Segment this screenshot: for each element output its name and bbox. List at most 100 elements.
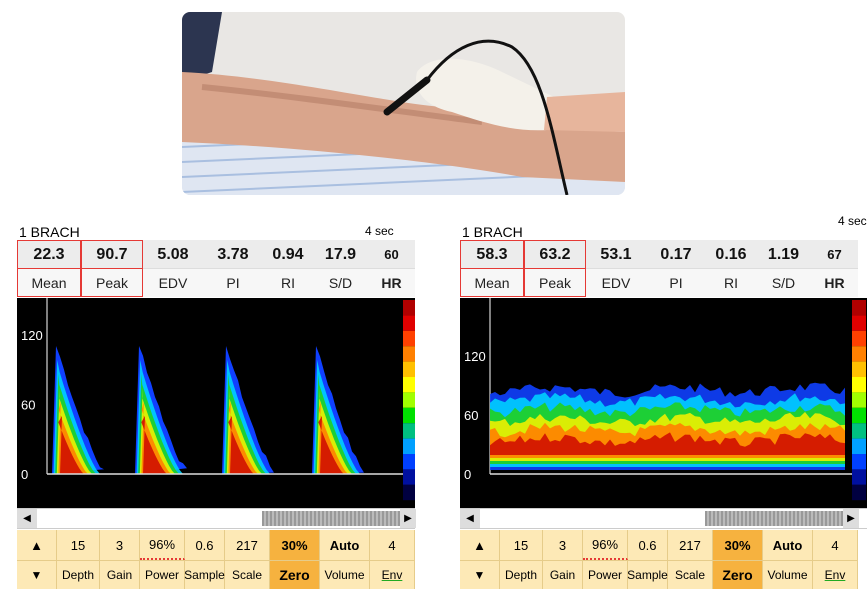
metric-label: PI bbox=[646, 268, 706, 297]
scroll-thumb bbox=[262, 511, 400, 526]
control-label[interactable]: Sample bbox=[628, 560, 668, 589]
metric-label: Peak bbox=[81, 268, 143, 297]
control-value[interactable]: 217 bbox=[668, 530, 713, 560]
metric-label: HR bbox=[811, 268, 858, 297]
sweep-time: 4 sec bbox=[365, 224, 394, 238]
metric-label: Peak bbox=[524, 268, 586, 297]
color-bar bbox=[403, 331, 415, 346]
down-button: ▼ bbox=[460, 560, 500, 589]
scale-label: 60 bbox=[464, 408, 478, 423]
color-bar bbox=[403, 392, 415, 407]
control-value[interactable]: 217 bbox=[225, 530, 270, 560]
color-bar bbox=[852, 485, 866, 500]
control-label[interactable]: Sample bbox=[185, 560, 225, 589]
color-bar bbox=[852, 469, 866, 484]
color-bar bbox=[403, 300, 415, 315]
scroll-left: ◀ bbox=[460, 509, 480, 528]
metric-value: 53.1 bbox=[586, 240, 646, 269]
control-value[interactable]: Auto bbox=[320, 530, 370, 560]
control-label[interactable]: Zero bbox=[270, 560, 320, 589]
control-label[interactable]: Volume bbox=[320, 560, 370, 589]
color-bar bbox=[852, 300, 866, 315]
scroll-right: ▶ bbox=[400, 509, 416, 528]
metric-label: Mean bbox=[17, 268, 81, 297]
control-value[interactable]: 96% bbox=[583, 530, 628, 560]
color-bar bbox=[403, 377, 415, 392]
scroll-right: ▶ bbox=[843, 509, 859, 528]
metric-value: 63.2 bbox=[524, 240, 586, 269]
control-label[interactable]: Depth bbox=[500, 560, 543, 589]
control-label[interactable]: Gain bbox=[100, 560, 140, 589]
color-bar bbox=[852, 408, 866, 423]
metric-label: EDV bbox=[143, 268, 203, 297]
control-value[interactable]: 0.6 bbox=[628, 530, 668, 560]
control-label[interactable]: Env bbox=[813, 560, 858, 589]
metric-label: RI bbox=[706, 268, 756, 297]
metric-value: 60 bbox=[368, 240, 415, 269]
control-value[interactable]: 4 bbox=[370, 530, 415, 560]
metric-value: 67 bbox=[811, 240, 858, 269]
color-bar bbox=[403, 454, 415, 469]
spectrogram: 120 60 0 bbox=[460, 298, 867, 508]
control-value[interactable]: Auto bbox=[763, 530, 813, 560]
control-value[interactable]: 15 bbox=[500, 530, 543, 560]
color-bar bbox=[852, 331, 866, 346]
control-label[interactable]: Env bbox=[370, 560, 415, 589]
control-value[interactable]: 3 bbox=[543, 530, 583, 560]
color-bar bbox=[852, 315, 866, 330]
color-bar bbox=[403, 346, 415, 361]
scale-label: 120 bbox=[21, 328, 43, 343]
color-bar bbox=[852, 454, 866, 469]
control-label[interactable]: Scale bbox=[225, 560, 270, 589]
color-bar bbox=[852, 362, 866, 377]
control-label[interactable]: Volume bbox=[763, 560, 813, 589]
color-bar bbox=[852, 392, 866, 407]
photo bbox=[182, 12, 625, 195]
color-bar bbox=[403, 469, 415, 484]
spectrogram-bg bbox=[17, 298, 415, 508]
scroll-left: ◀ bbox=[17, 509, 37, 528]
color-bar bbox=[852, 377, 866, 392]
control-label[interactable]: Scale bbox=[668, 560, 713, 589]
metric-value: 0.16 bbox=[706, 240, 756, 269]
metric-value: 58.3 bbox=[460, 240, 524, 269]
scroll-bar: ◀▶ bbox=[17, 508, 415, 529]
control-label[interactable]: Power bbox=[583, 560, 628, 589]
control-label[interactable]: Depth bbox=[57, 560, 100, 589]
scale-label: 60 bbox=[21, 398, 35, 413]
up-button: ▲ bbox=[17, 530, 57, 560]
color-bar bbox=[852, 346, 866, 361]
metric-label: PI bbox=[203, 268, 263, 297]
site-label: 1 BRACH bbox=[462, 224, 523, 240]
control-value[interactable]: 96% bbox=[140, 530, 185, 560]
color-bar bbox=[403, 315, 415, 330]
color-bar bbox=[403, 439, 415, 454]
control-value[interactable]: 30% bbox=[270, 530, 320, 560]
color-bar bbox=[403, 423, 415, 438]
metric-value: 90.7 bbox=[81, 240, 143, 269]
color-bar bbox=[403, 408, 415, 423]
color-bar bbox=[852, 423, 866, 438]
metric-label: S/D bbox=[756, 268, 811, 297]
control-label[interactable]: Power bbox=[140, 560, 185, 589]
metric-label: HR bbox=[368, 268, 415, 297]
color-bar bbox=[403, 362, 415, 377]
scale-label: 0 bbox=[464, 467, 471, 482]
metric-value: 5.08 bbox=[143, 240, 203, 269]
control-value[interactable]: 3 bbox=[100, 530, 140, 560]
scroll-bar: ◀▶ bbox=[460, 508, 867, 529]
metric-value: 1.19 bbox=[756, 240, 811, 269]
control-value[interactable]: 0.6 bbox=[185, 530, 225, 560]
control-value[interactable]: 4 bbox=[813, 530, 858, 560]
up-button: ▲ bbox=[460, 530, 500, 560]
screen: 1 BRACH4 sec22.3Mean90.7Peak5.08EDV3.78P… bbox=[0, 0, 867, 589]
control-label[interactable]: Zero bbox=[713, 560, 763, 589]
control-value[interactable]: 15 bbox=[57, 530, 100, 560]
control-label[interactable]: Gain bbox=[543, 560, 583, 589]
metric-value: 0.17 bbox=[646, 240, 706, 269]
control-value[interactable]: 30% bbox=[713, 530, 763, 560]
metric-label: Mean bbox=[460, 268, 524, 297]
down-button: ▼ bbox=[17, 560, 57, 589]
scale-label: 120 bbox=[464, 349, 486, 364]
